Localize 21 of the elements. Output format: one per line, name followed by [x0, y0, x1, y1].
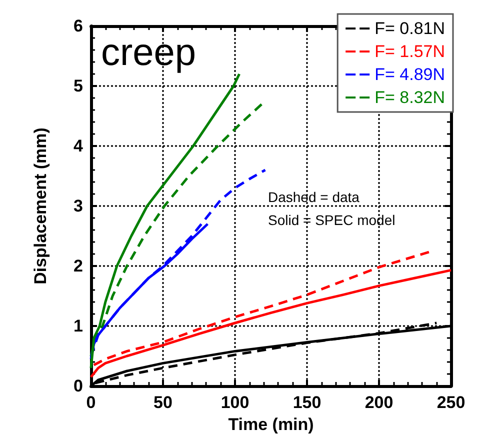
y-tick-label: 6 — [74, 16, 83, 36]
legend-label: F= 1.57N — [374, 42, 446, 61]
legend-label: F= 0.81N — [374, 19, 446, 38]
y-axis-title: Displacement (mm) — [31, 128, 50, 284]
y-tick-label: 3 — [74, 196, 83, 216]
y-tick-label: 1 — [74, 316, 83, 336]
x-tick-label: 0 — [86, 393, 96, 412]
annotation: Dashed = data — [268, 189, 360, 205]
y-tick-label: 2 — [74, 256, 83, 276]
legend-label: F= 4.89N — [374, 65, 446, 84]
x-tick-label: 150 — [292, 393, 322, 412]
x-tick-label: 100 — [220, 393, 250, 412]
annotation: creep — [101, 32, 196, 74]
legend-label: F= 8.32N — [374, 88, 446, 107]
x-tick-label: 50 — [154, 393, 172, 412]
x-axis-title: Time (min) — [228, 415, 314, 434]
y-tick-label: 0 — [74, 376, 83, 396]
y-tick-label: 5 — [74, 76, 83, 96]
x-tick-label: 250 — [436, 393, 466, 412]
x-tick-label: 200 — [364, 393, 394, 412]
y-tick-label: 4 — [74, 136, 84, 156]
